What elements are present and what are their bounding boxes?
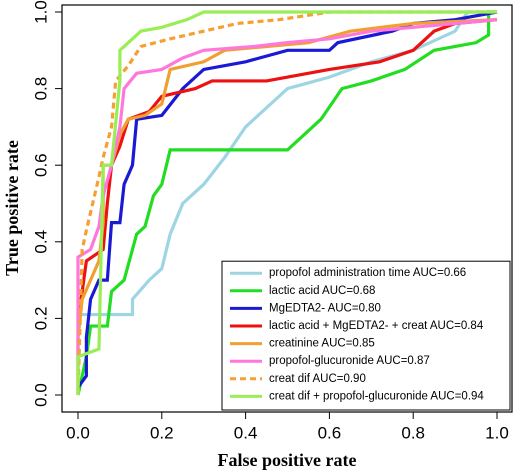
legend-label: propofol administration time AUC=0.66 xyxy=(269,267,466,279)
plot-frame xyxy=(61,4,513,413)
legend-label: lactic acid AUC=0.68 xyxy=(269,285,375,297)
roc-curve xyxy=(76,18,498,319)
roc-curve xyxy=(76,10,497,396)
x-tick-label: 0.2 xyxy=(150,423,174,442)
y-tick-label: 0.8 xyxy=(31,77,50,101)
x-tick-label: 0.0 xyxy=(66,423,90,442)
legend-box xyxy=(221,260,511,411)
legend-label: creat dif + propofol-glucuronide AUC=0.9… xyxy=(269,390,484,402)
y-tick-label: 0.6 xyxy=(31,153,50,177)
y-tick-label: 0.2 xyxy=(31,307,50,331)
roc-curve xyxy=(76,10,497,395)
roc-curve xyxy=(76,18,498,395)
y-tick-label: 1.0 xyxy=(31,0,50,24)
legend-label: creatinine AUC=0.85 xyxy=(269,338,375,350)
legend-label: creat dif AUC=0.90 xyxy=(269,373,366,385)
legend-label: MgEDTA2- AUC=0.80 xyxy=(269,302,381,314)
x-tick-label: 1.0 xyxy=(485,423,509,442)
x-axis-title: False positive rate xyxy=(218,450,357,470)
x-tick-label: 0.4 xyxy=(234,423,258,442)
x-tick-label: 0.8 xyxy=(401,423,425,442)
roc-curve xyxy=(76,10,498,389)
y-tick-label: 0.0 xyxy=(31,383,50,407)
roc-curve xyxy=(76,10,497,396)
y-axis-title: True positive rate xyxy=(2,140,22,276)
x-tick-label: 0.6 xyxy=(318,423,342,442)
legend-label: lactic acid + MgEDTA2- + creat AUC=0.84 xyxy=(269,320,484,332)
legend-label: propofol-glucuronide AUC=0.87 xyxy=(269,355,430,367)
roc-curve xyxy=(76,18,498,395)
y-tick-label: 0.4 xyxy=(31,230,50,254)
